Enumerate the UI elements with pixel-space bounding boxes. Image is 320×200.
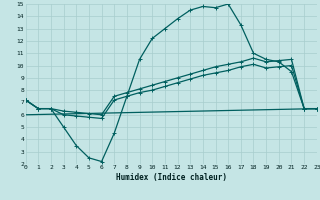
X-axis label: Humidex (Indice chaleur): Humidex (Indice chaleur)	[116, 173, 227, 182]
